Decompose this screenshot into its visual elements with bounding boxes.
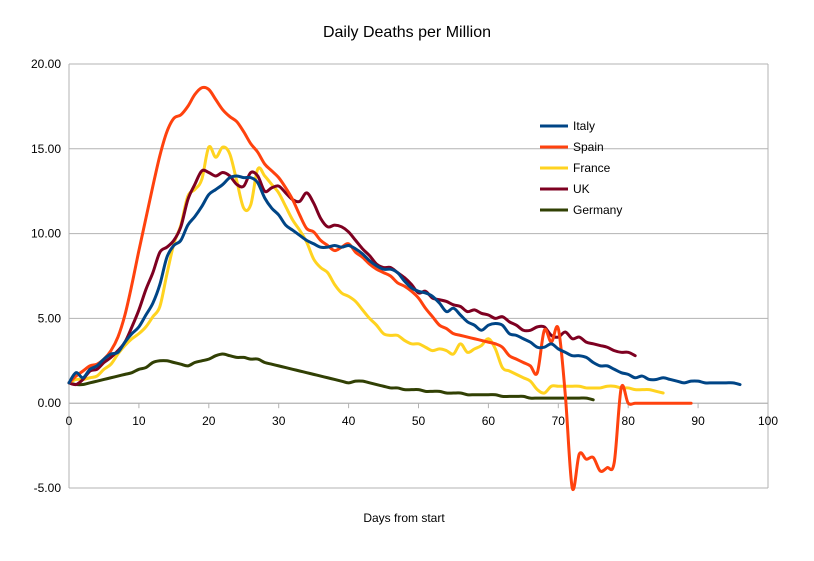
x-tick-label: 60	[482, 414, 496, 428]
y-tick-label: 5.00	[38, 311, 62, 325]
x-tick-label: 70	[552, 414, 566, 428]
y-tick-label: 15.00	[31, 142, 61, 156]
series-line-uk	[67, 168, 637, 387]
x-tick-label: 80	[622, 414, 636, 428]
chart-title: Daily Deaths per Million	[323, 24, 491, 41]
x-tick-label: 50	[412, 414, 426, 428]
x-tick-label: 40	[342, 414, 356, 428]
x-tick-label: 20	[202, 414, 216, 428]
series-line-germany	[67, 352, 595, 402]
x-tick-label: 90	[691, 414, 705, 428]
series-line-spain	[67, 85, 693, 492]
y-tick-label: 20.00	[31, 57, 61, 71]
y-tick-label: 10.00	[31, 227, 61, 241]
legend-label-germany: Germany	[573, 203, 622, 217]
y-tick-label: 0.00	[38, 396, 62, 410]
legend-label-spain: Spain	[573, 140, 604, 154]
y-tick-label: -5.00	[34, 481, 62, 495]
x-tick-label: 10	[132, 414, 146, 428]
x-tick-label: 100	[758, 414, 778, 428]
x-tick-label: 30	[272, 414, 286, 428]
legend-label-france: France	[573, 161, 611, 175]
series-line-italy	[67, 174, 742, 387]
legend: Italy Spain France UK Germany	[540, 119, 622, 217]
legend-label-italy: Italy	[573, 119, 595, 133]
legend-label-uk: UK	[573, 182, 590, 196]
series-lines	[67, 85, 742, 492]
x-axis-label: Days from start	[363, 511, 445, 525]
x-tick-label: 0	[66, 414, 73, 428]
